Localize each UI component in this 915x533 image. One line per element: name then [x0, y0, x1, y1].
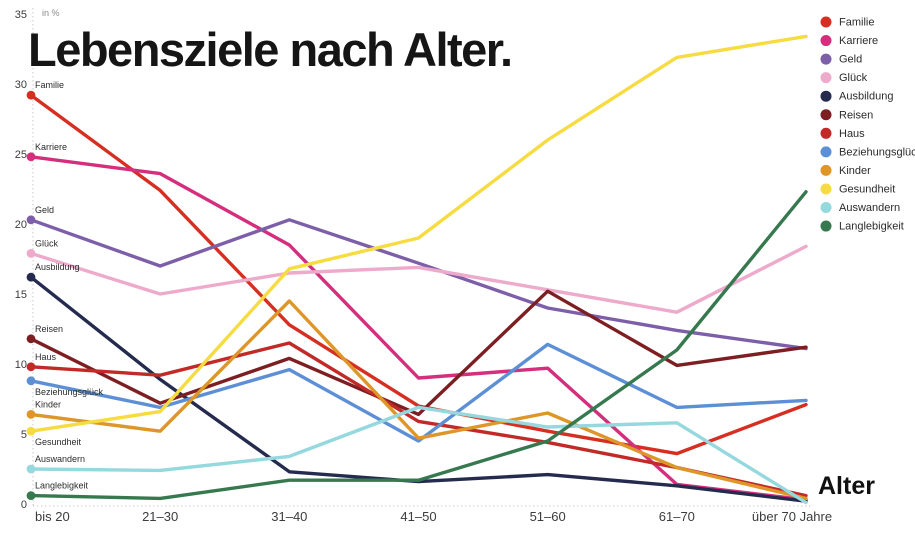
legend-swatch-glück [820, 72, 832, 84]
series-start-dot-langlebigkeit [26, 491, 36, 500]
x-axis-title: Alter [818, 472, 875, 500]
series-start-dot-geld [26, 215, 36, 225]
legend-label-ausbildung: Ausbildung [839, 91, 893, 103]
series-start-label: Langlebigkeit [35, 481, 89, 491]
x-tick-label: 61–70 [659, 509, 695, 524]
legend-swatch-ausbildung [820, 90, 832, 102]
y-tick-label: 15 [15, 289, 27, 301]
series-start-label: Geld [35, 205, 54, 215]
legend-swatch-gesundheit [820, 183, 832, 195]
series-start-dot-beziehungsglück [26, 376, 36, 386]
y-tick-label: 35 [15, 9, 27, 21]
x-tick-label: 21–30 [142, 509, 178, 524]
series-start-label: Reisen [35, 324, 63, 334]
series-start-label: Auswandern [35, 454, 85, 464]
legend-swatch-langlebigkeit [820, 220, 832, 232]
legend-swatch-haus [820, 127, 832, 139]
y-axis-unit-label: in % [42, 8, 60, 18]
series-start-label: Glück [35, 238, 59, 248]
y-tick-label: 0 [21, 499, 27, 511]
legend-swatch-geld [820, 53, 832, 65]
series-start-dot-glück [26, 249, 36, 258]
legend-swatch-karriere [820, 35, 832, 47]
series-start-dot-ausbildung [26, 272, 36, 282]
series-start-label: Ausbildung [35, 262, 80, 272]
series-line-langlebigkeit [29, 190, 808, 501]
series-start-dot-auswandern [26, 464, 36, 474]
legend-swatch-auswandern [820, 202, 832, 213]
y-tick-label: 25 [15, 149, 27, 161]
series-line-glück [29, 244, 808, 314]
legend-label-auswandern: Auswandern [839, 202, 900, 214]
legend-label-beziehungsglück: Beziehungsglück [839, 146, 915, 158]
legend-label-haus: Haus [839, 128, 865, 140]
series-line-reisen [29, 289, 808, 417]
series-line-gesundheit [29, 34, 808, 433]
legend-swatch-familie [820, 16, 832, 28]
series-start-label: Karriere [35, 142, 67, 152]
series-line-ausbildung [29, 275, 808, 503]
y-tick-label: 10 [15, 359, 27, 371]
series-start-label: Beziehungsglück [35, 387, 104, 397]
series-line-geld [29, 218, 808, 351]
x-tick-label: 41–50 [400, 509, 436, 524]
series-line-beziehungsglück [29, 342, 808, 443]
chart-title: Lebensziele nach Alter. [28, 23, 513, 76]
series-start-dot-familie [26, 90, 36, 100]
legend-swatch-reisen [820, 109, 832, 121]
series-start-dot-haus [26, 362, 36, 372]
legend-label-familie: Familie [839, 17, 874, 29]
series-line-familie [29, 93, 808, 456]
x-tick-label: über 70 Jahre [752, 509, 832, 524]
legend-label-reisen: Reisen [839, 109, 873, 121]
series-line-haus [29, 341, 808, 498]
series-start-dot-reisen [26, 334, 36, 344]
y-tick-label: 20 [15, 219, 27, 231]
y-tick-label: 30 [15, 79, 27, 91]
legend-label-karriere: Karriere [839, 35, 878, 47]
series-start-label: Gesundheit [35, 437, 82, 447]
series-start-label: Familie [35, 80, 64, 90]
legend-swatch-kinder [820, 164, 832, 176]
y-tick-label: 5 [21, 429, 27, 441]
legend-label-langlebigkeit: Langlebigkeit [839, 221, 904, 233]
series-start-dot-gesundheit [26, 426, 36, 436]
legend-swatch-beziehungsglück [820, 146, 832, 158]
legend-label-kinder: Kinder [839, 165, 871, 177]
legend-label-gesundheit: Gesundheit [839, 183, 895, 195]
series-line-kinder [29, 299, 808, 501]
series-start-label: Kinder [35, 399, 61, 409]
x-tick-label: 31–40 [271, 509, 307, 524]
x-tick-label: bis 20 [35, 509, 70, 524]
series-start-dot-kinder [26, 410, 36, 419]
series-line-auswandern [29, 405, 808, 505]
series-start-label: Haus [35, 352, 57, 362]
legend-label-glück: Glück [839, 72, 868, 84]
series-start-dot-karriere [26, 152, 36, 162]
legend-label-geld: Geld [839, 54, 862, 66]
x-tick-label: 51–60 [530, 509, 566, 524]
